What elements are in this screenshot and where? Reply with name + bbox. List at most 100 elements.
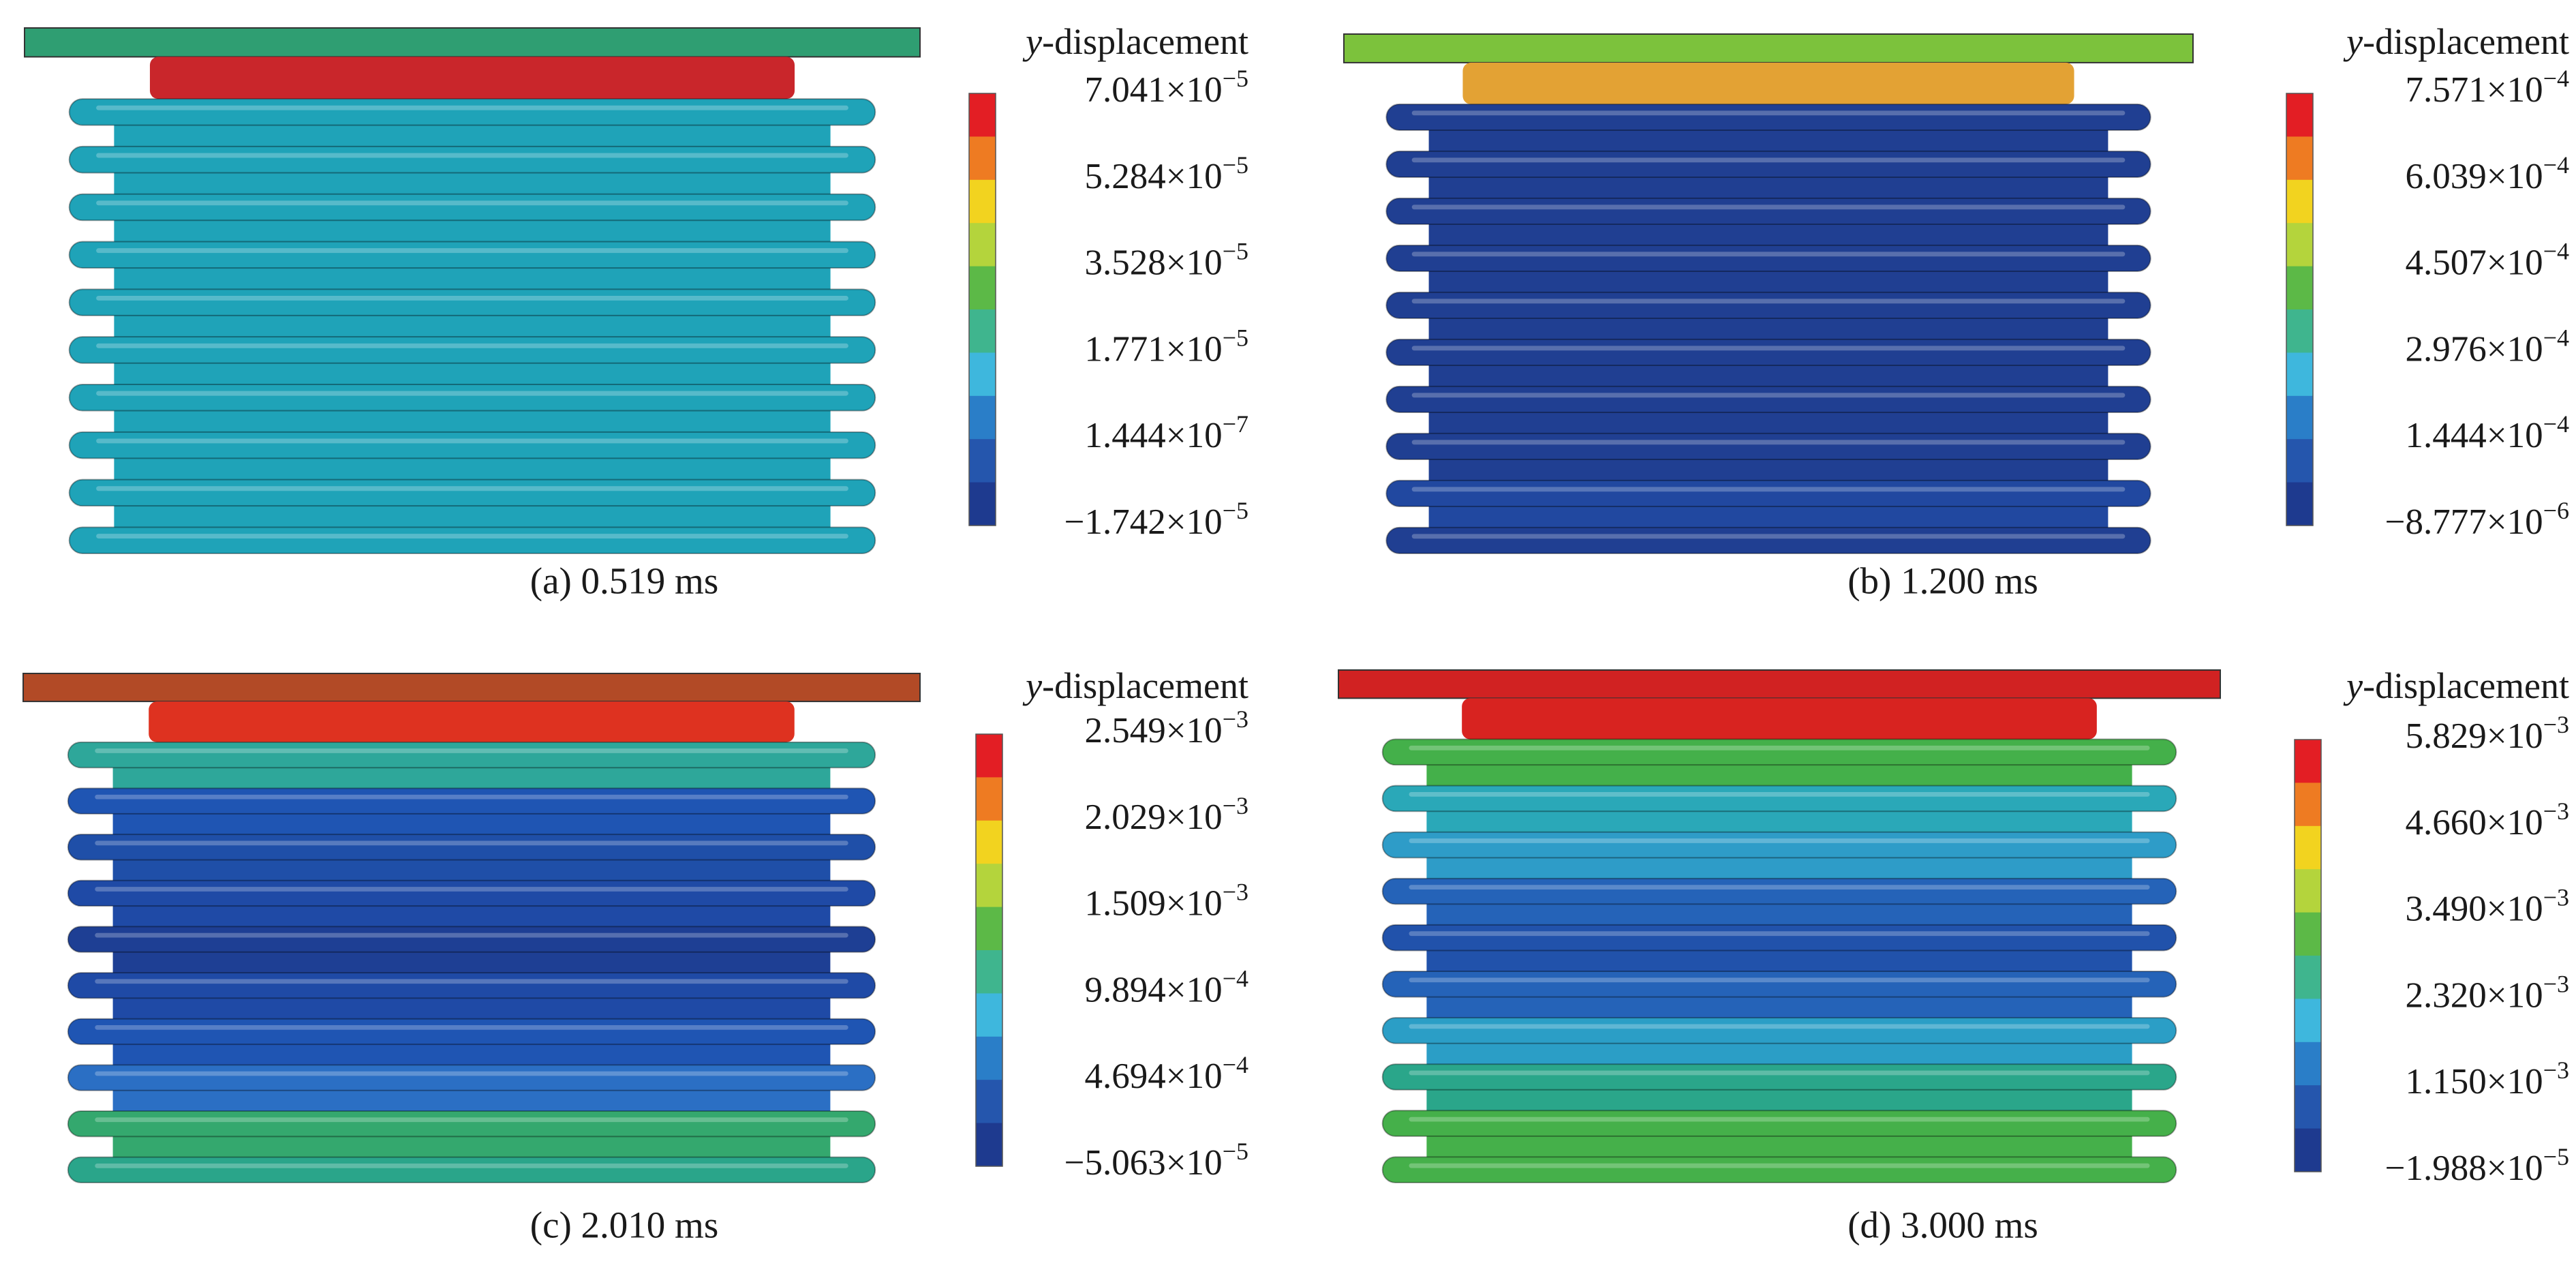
ring [68, 98, 876, 126]
ring [1381, 1063, 2177, 1091]
colorbar-tick-label: 3.528×10−5 [1085, 238, 1248, 283]
ring-highlight [95, 840, 848, 846]
ring-highlight [95, 794, 848, 800]
colorbar-tick-label: 1.444×10−4 [2406, 410, 2569, 455]
ring-highlight [1409, 1116, 2150, 1122]
ring-highlight [95, 748, 848, 753]
tick-exponent: −5 [1223, 1138, 1248, 1165]
tick-mantissa: 4.507×10 [2406, 243, 2543, 283]
legend-title: y-displacement [2343, 665, 2569, 706]
flange [24, 27, 921, 58]
ring-highlight [1411, 393, 2126, 398]
ring [1385, 479, 2151, 507]
colorbar-band [969, 93, 996, 137]
ring-highlight [1409, 977, 2150, 983]
colorbar-tick-label: 7.571×10−4 [2406, 65, 2569, 110]
colorbar-tick-label: −5.063×10−5 [1064, 1138, 1248, 1183]
colorbar-tick-label: 1.771×10−5 [1085, 324, 1248, 369]
colorbar-tick-label: 2.976×10−4 [2406, 324, 2569, 369]
panel: y-displacement7.041×10−55.284×10−53.528×… [24, 21, 1248, 602]
ring-highlight [96, 248, 848, 254]
ring [1381, 1110, 2177, 1137]
colorbar-band [969, 266, 996, 310]
tick-exponent: −4 [2543, 410, 2569, 438]
colorbar-band [2286, 93, 2313, 137]
ring-highlight [1411, 299, 2126, 304]
colorbar-band [2286, 352, 2313, 397]
panel: y-displacement5.829×10−34.660×10−33.490×… [1338, 665, 2569, 1246]
colorbar-tick-label: 2.029×10−3 [1085, 792, 1248, 837]
ring [1381, 971, 2177, 998]
colorbar-tick-label: 4.694×10−4 [1085, 1051, 1248, 1096]
tick-mantissa: 4.660×10 [2406, 803, 2543, 842]
ring-highlight [1409, 1163, 2150, 1168]
ring-highlight [96, 200, 848, 206]
legend-title-rest: -displacement [2363, 21, 2569, 62]
legend-title: y-displacement [1022, 21, 1248, 62]
ring [67, 787, 876, 815]
colorbar-band [969, 309, 996, 353]
legend-title-var: y [1022, 21, 1042, 62]
colorbar-band [2286, 439, 2313, 483]
colorbar-tick-label: 3.490×10−3 [2406, 884, 2569, 929]
ring-highlight [96, 486, 848, 491]
tick-mantissa: −1.742×10 [1064, 502, 1223, 542]
colorbar-tick-label: −1.742×10−5 [1064, 497, 1248, 542]
ring-highlight [95, 979, 848, 984]
tick-mantissa: 4.694×10 [1085, 1057, 1223, 1096]
ring [1385, 385, 2151, 413]
colorbar-band [976, 777, 1002, 821]
colorbar-tick-label: 5.284×10−5 [1085, 151, 1248, 196]
tick-mantissa: 3.528×10 [1085, 243, 1223, 283]
ring [1385, 432, 2151, 460]
ring [67, 1064, 876, 1091]
ring [67, 741, 876, 769]
ring [1381, 924, 2177, 952]
colorbar-band [976, 864, 1002, 908]
ring-highlight [1411, 487, 2126, 492]
ring-highlight [96, 534, 848, 539]
ring-highlight [1411, 346, 2126, 351]
top-collar [1462, 698, 2097, 740]
colorbar-band [976, 1036, 1002, 1080]
ring-highlight [96, 438, 848, 444]
ring [1385, 244, 2151, 272]
colorbar-band [969, 352, 996, 397]
colorbar-tick-label: 5.829×10−3 [2406, 711, 2569, 756]
colorbar-frame [975, 733, 1003, 1167]
tick-mantissa: 2.320×10 [2406, 976, 2543, 1016]
top-collar [1462, 62, 2074, 104]
colorbar-tick-label: −1.988×10−5 [2385, 1143, 2569, 1188]
colorbar-tick-label: 1.509×10−3 [1085, 879, 1248, 924]
ring-highlight [96, 153, 848, 158]
tick-mantissa: −8.777×10 [2385, 502, 2543, 542]
colorbar-tick-label: 9.894×10−4 [1085, 965, 1248, 1010]
tick-mantissa: 1.444×10 [2406, 416, 2543, 455]
tick-exponent: −5 [1223, 238, 1248, 265]
tick-exponent: −3 [2543, 797, 2569, 825]
ring [1385, 526, 2151, 555]
tick-exponent: −4 [2543, 151, 2569, 179]
tick-exponent: −4 [2543, 65, 2569, 92]
tick-exponent: −5 [1223, 324, 1248, 352]
ring-highlight [1409, 745, 2150, 750]
tick-mantissa: −5.063×10 [1064, 1143, 1223, 1183]
colorbar-tick-label: 6.039×10−4 [2406, 151, 2569, 196]
ring [68, 383, 876, 412]
tick-mantissa: 2.976×10 [2406, 330, 2543, 369]
colorbar-band [2295, 783, 2321, 827]
tick-exponent: −3 [2543, 884, 2569, 911]
tick-mantissa: 2.549×10 [1085, 711, 1223, 750]
ring-highlight [95, 1117, 848, 1123]
colorbar-frame [2294, 739, 2322, 1172]
tick-mantissa: 1.509×10 [1085, 884, 1223, 924]
colorbar-frame [968, 93, 996, 526]
colorbar-band [976, 1123, 1002, 1167]
ring-highlight [95, 932, 848, 938]
colorbar-band [969, 482, 996, 526]
ring-highlight [95, 1071, 848, 1076]
colorbar-band [969, 439, 996, 483]
ring [67, 834, 876, 861]
panel: y-displacement7.571×10−46.039×10−44.507×… [1343, 21, 2569, 602]
panel-caption: (b) 1.200 ms [1847, 560, 2038, 602]
